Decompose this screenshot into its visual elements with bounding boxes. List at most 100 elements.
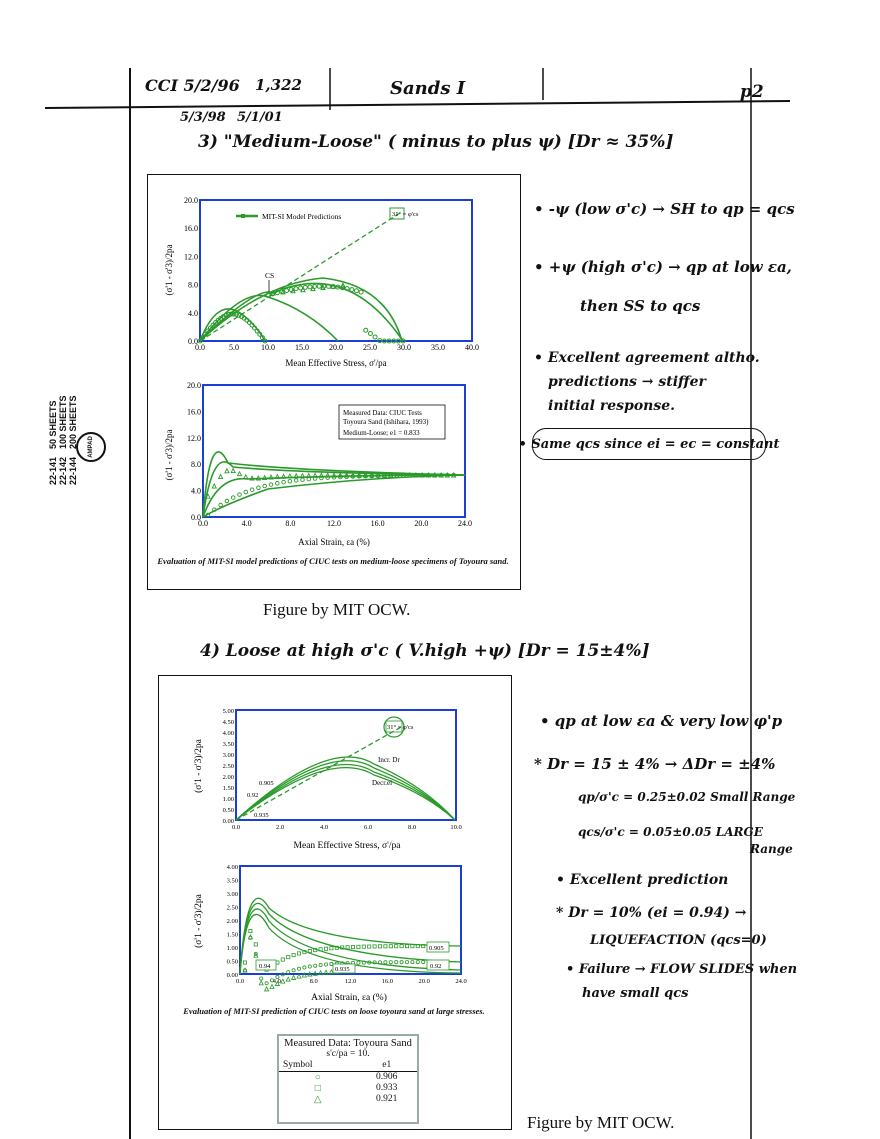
s4-top-xlabel: Mean Effective Stress, σ'/pa xyxy=(294,840,402,851)
s4-data-square xyxy=(243,960,248,965)
s3-data-circle xyxy=(243,489,249,495)
s3-data-circle xyxy=(386,338,392,344)
s4-box-092 xyxy=(426,959,450,971)
s3-data-circle xyxy=(220,314,226,320)
s4-data-square xyxy=(313,948,318,953)
s4-void-0935: 0.935 xyxy=(254,812,269,819)
s4-data-triangle xyxy=(247,933,254,940)
s4-top-xtick: 10.0 xyxy=(450,824,461,831)
s3-data-triangle xyxy=(330,283,336,289)
header-date: CCI 5/2/96 xyxy=(145,76,240,95)
section3-figure xyxy=(147,174,521,590)
s4-bot-ytick: 1.50 xyxy=(227,932,238,939)
s4-note-4: qcs/σ'c = 0.05±0.05 LARGE xyxy=(578,825,763,839)
s3-cs-line xyxy=(199,212,401,342)
s3-note-7-boxed: • Same qcs since ei = ec = constant xyxy=(519,428,780,460)
s4-data-circle xyxy=(421,960,426,965)
s4-bot-ytick: 0.00 xyxy=(227,972,238,979)
s4-data-square xyxy=(280,957,285,962)
s4-data-triangle xyxy=(307,971,313,977)
s3-data-triangle xyxy=(375,472,381,478)
s4-data-square xyxy=(404,944,409,949)
s4-data-circle xyxy=(259,976,264,981)
section4-heading: 4) Loose at high σ'c ( V.high +ψ) [Dr = … xyxy=(200,641,650,661)
s3-bot-xtick: 20.0 xyxy=(414,519,428,528)
s4-top-ytick: 0.00 xyxy=(223,818,234,825)
s3-data-circle xyxy=(202,331,208,337)
s4-data-square xyxy=(329,946,334,951)
s3-data-triangle xyxy=(287,472,293,479)
binding-code-3: 22-144 xyxy=(68,456,78,485)
s3-data-circle xyxy=(228,311,234,317)
s4-data-square xyxy=(291,953,296,958)
s3-data-circle xyxy=(331,475,337,480)
s3-bottom-ylabel: (σ'1 - σ'3)/2pa xyxy=(164,430,174,481)
s3-data-circle xyxy=(349,287,355,293)
s3-data-triangle xyxy=(205,493,211,499)
s4-data-triangle xyxy=(269,983,275,989)
s4-data-triangle xyxy=(323,969,329,975)
s3-data-circle xyxy=(326,283,332,289)
s3-data-triangle xyxy=(217,473,224,479)
s4-note-10: have small qcs xyxy=(582,986,689,1001)
s4-data-circle xyxy=(307,964,312,969)
s3-top-frame xyxy=(199,199,473,342)
s3-data-circle xyxy=(259,335,265,341)
s3-top-xtick: 25.0 xyxy=(363,343,377,352)
section3-figure-svg: 0.0 4.0 8.0 12.0 16.0 20.0 0.0 5.0 10.0 15.0 20.0… xyxy=(164,196,479,547)
s3-data-triangle xyxy=(224,467,230,474)
s4-note-8: LIQUEFACTION (qcs=0) xyxy=(590,933,767,948)
s4-bot-xtick: 8.0 xyxy=(310,978,318,985)
s4-data-circle xyxy=(323,962,328,967)
s3-data-circle xyxy=(391,338,397,344)
s4-legend-col1: Symbol xyxy=(283,1060,313,1070)
s4-data-triangle xyxy=(258,979,264,986)
s4-data-square xyxy=(415,944,420,949)
s4-data-square xyxy=(302,950,307,955)
s3-data-circle xyxy=(306,476,312,482)
s3-data-circle xyxy=(377,338,383,344)
s4-top-xtick: 0.0 xyxy=(232,824,240,831)
s3-data-circle xyxy=(363,327,369,333)
section3-heading: 3) "Medium-Loose" ( minus to plus ψ) [Dr… xyxy=(198,132,674,152)
s3-bot-ytick: 20.0 xyxy=(187,381,201,390)
s3-top-ytick: 8.0 xyxy=(188,281,198,290)
s4-top-ytick: 3.00 xyxy=(223,752,234,759)
s3-data-circle xyxy=(205,328,211,334)
s3-data-circle xyxy=(382,473,387,478)
header-title: Sands I xyxy=(390,78,466,99)
s4-data-square xyxy=(296,951,301,956)
s3-data-circle xyxy=(358,289,364,295)
s3-data-triangle xyxy=(381,472,388,478)
s4-data-circle xyxy=(329,962,334,967)
s3-top-xtick: 40.0 xyxy=(465,343,479,352)
s4-data-square xyxy=(377,944,382,949)
s3-bot-xtick: 12.0 xyxy=(327,519,341,528)
s4-data-triangle xyxy=(312,970,318,976)
legend-symbol-square: □ xyxy=(314,1083,321,1094)
s4-data-circle xyxy=(404,960,409,965)
s4-note-9: • Failure → FLOW SLIDES when xyxy=(566,962,798,977)
s3-data-circle xyxy=(388,473,393,478)
s4-legend-table: Measured Data: Toyoura Sand s'c/pa = 10.… xyxy=(277,1034,419,1124)
s4-data-square xyxy=(361,944,366,949)
s4-data-triangle xyxy=(328,968,335,975)
s4-bot-xtick: 20.0 xyxy=(418,978,429,985)
s4-data-circle xyxy=(275,975,280,980)
s4-top-ytick: 4.50 xyxy=(223,719,234,726)
s3-data-triangle xyxy=(249,475,255,481)
s3-data-circle xyxy=(197,338,203,344)
s3-data-circle xyxy=(338,474,343,480)
s3-data-triangle xyxy=(293,472,299,479)
s4-data-circle xyxy=(415,960,420,965)
s4-bot-label-094: 0.94 xyxy=(259,963,271,970)
s3-data-circle xyxy=(316,283,322,289)
s3-data-circle xyxy=(262,338,268,344)
s4-data-triangle xyxy=(263,986,270,992)
s4-top-ytick: 5.00 xyxy=(223,708,234,715)
s3-legend-text: MIT-SI Model Predictions xyxy=(262,212,341,221)
s4-note-5: Range xyxy=(750,842,793,856)
s4-bottom-frame xyxy=(239,865,462,975)
s4-box-0935 xyxy=(332,963,356,974)
s4-top-ytick: 1.50 xyxy=(223,785,234,792)
